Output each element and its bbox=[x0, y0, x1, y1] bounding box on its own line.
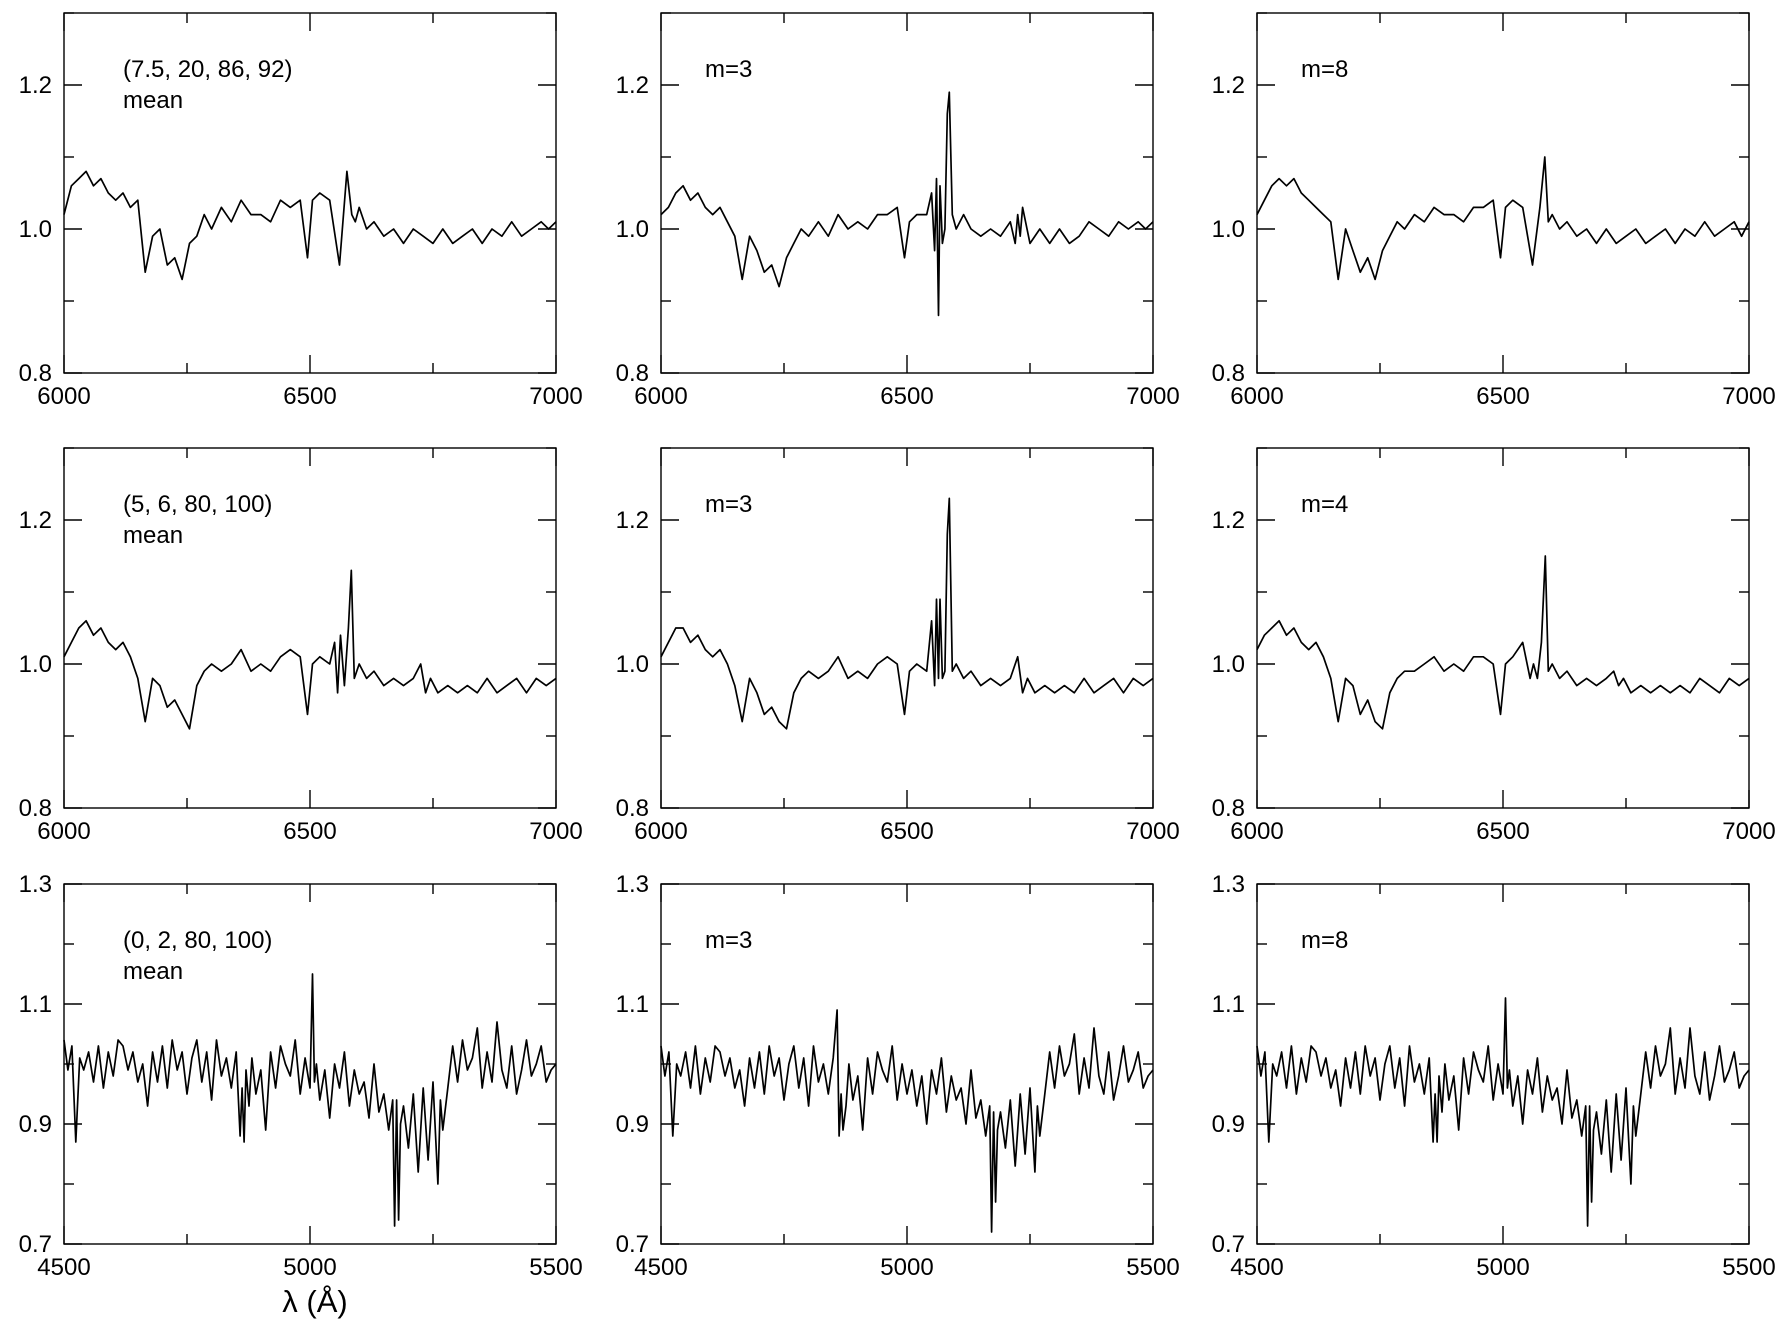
y-tick-label: 1.0 bbox=[19, 216, 52, 243]
y-tick-label: 1.1 bbox=[1212, 991, 1245, 1018]
y-tick-label: 0.9 bbox=[616, 1111, 649, 1138]
x-tick-label: 4500 bbox=[37, 1254, 90, 1281]
x-axis-label: λ (Å) bbox=[282, 1284, 347, 1319]
y-tick-label: 1.2 bbox=[19, 507, 52, 534]
panel-annotation: (0, 2, 80, 100) bbox=[123, 927, 272, 954]
spectrum-panel: 6000 6500 7000 0.8 1.0 1.2 (5, 6, 80, 100) mean bbox=[19, 447, 583, 845]
x-tick-label: 6000 bbox=[37, 818, 90, 845]
spectrum-line bbox=[1256, 555, 1750, 730]
x-tick-label: 6000 bbox=[634, 818, 687, 845]
x-tick-label: 7000 bbox=[1722, 818, 1775, 845]
y-tick-label: 1.0 bbox=[1212, 216, 1245, 243]
x-tick-label: 6500 bbox=[283, 383, 336, 410]
y-tick-label: 0.8 bbox=[616, 360, 649, 387]
y-tick-label: 1.1 bbox=[616, 991, 649, 1018]
spectrum-line bbox=[63, 973, 557, 1227]
x-tick-label: 6000 bbox=[1230, 818, 1283, 845]
y-tick-label: 1.0 bbox=[616, 651, 649, 678]
y-tick-label: 1.2 bbox=[616, 507, 649, 534]
spectrum-line bbox=[63, 569, 557, 730]
y-tick-label: 1.2 bbox=[1212, 507, 1245, 534]
y-tick-label: 0.9 bbox=[19, 1111, 52, 1138]
y-tick-label: 1.0 bbox=[616, 216, 649, 243]
spectrum-panel: 6000 6500 7000 0.8 1.0 1.2 (7.5, 20, 86, 92) me… bbox=[19, 12, 583, 410]
x-tick-label: 4500 bbox=[1230, 1254, 1283, 1281]
panel-annotation: (5, 6, 80, 100) bbox=[123, 491, 272, 518]
y-tick-label: 1.2 bbox=[616, 72, 649, 99]
y-tick-label: 0.7 bbox=[616, 1231, 649, 1258]
spectrum-panel: 4500 5000 5500 0.7 0.9 1.1 1.3 m=3 bbox=[616, 871, 1180, 1281]
spectrum-panel: 4500 5000 5500 0.7 0.9 1.1 1.3 m=8 bbox=[1212, 871, 1776, 1281]
x-tick-label: 6500 bbox=[880, 818, 933, 845]
spectrum-line bbox=[660, 497, 1154, 730]
y-tick-label: 1.0 bbox=[1212, 651, 1245, 678]
panel-annotation: mean bbox=[123, 522, 183, 549]
y-tick-label: 1.3 bbox=[1212, 871, 1245, 898]
y-tick-label: 0.7 bbox=[19, 1231, 52, 1258]
y-tick-label: 0.8 bbox=[19, 360, 52, 387]
x-tick-label: 6500 bbox=[880, 383, 933, 410]
y-tick-label: 1.2 bbox=[19, 72, 52, 99]
panel-annotation: m=3 bbox=[705, 927, 752, 954]
panel-annotation: mean bbox=[123, 958, 183, 985]
x-tick-label: 6000 bbox=[37, 383, 90, 410]
y-tick-label: 0.7 bbox=[1212, 1231, 1245, 1258]
x-tick-label: 5000 bbox=[1476, 1254, 1529, 1281]
y-tick-label: 1.1 bbox=[19, 991, 52, 1018]
x-tick-label: 5000 bbox=[880, 1254, 933, 1281]
x-tick-label: 7000 bbox=[1126, 818, 1179, 845]
y-tick-label: 1.3 bbox=[616, 871, 649, 898]
x-tick-label: 6500 bbox=[1476, 383, 1529, 410]
x-tick-label: 7000 bbox=[529, 383, 582, 410]
spectrum-panel: 4500 5000 5500 0.7 0.9 1.1 1.3 (0, 2, 80, 100) m… bbox=[19, 871, 583, 1281]
panel-annotation: m=3 bbox=[705, 491, 752, 518]
panel-annotation: m=8 bbox=[1301, 927, 1348, 954]
y-tick-label: 0.8 bbox=[1212, 795, 1245, 822]
x-tick-label: 5000 bbox=[283, 1254, 336, 1281]
panel-annotation: (7.5, 20, 86, 92) bbox=[123, 56, 292, 83]
x-tick-label: 5500 bbox=[529, 1254, 582, 1281]
panel-grid: 6000 6500 7000 0.8 1.0 1.2 (7.5, 20, 86, 92) me… bbox=[19, 12, 1776, 1281]
x-tick-label: 7000 bbox=[1722, 383, 1775, 410]
spectrum-line bbox=[1256, 997, 1750, 1227]
spectrum-line bbox=[63, 170, 557, 281]
panel-annotation: m=3 bbox=[705, 56, 752, 83]
x-tick-label: 5500 bbox=[1126, 1254, 1179, 1281]
x-tick-label: 6500 bbox=[1476, 818, 1529, 845]
y-tick-label: 0.8 bbox=[1212, 360, 1245, 387]
y-tick-label: 0.8 bbox=[616, 795, 649, 822]
x-tick-label: 7000 bbox=[529, 818, 582, 845]
y-tick-label: 1.0 bbox=[19, 651, 52, 678]
x-tick-label: 6500 bbox=[283, 818, 336, 845]
panel-annotation: m=4 bbox=[1301, 491, 1348, 518]
spectrum-panel: 6000 6500 7000 0.8 1.0 1.2 m=8 bbox=[1212, 12, 1776, 410]
x-tick-label: 6000 bbox=[1230, 383, 1283, 410]
y-tick-label: 1.3 bbox=[19, 871, 52, 898]
spectrum-panel: 6000 6500 7000 0.8 1.0 1.2 m=3 bbox=[616, 12, 1180, 410]
spectrum-line bbox=[660, 91, 1154, 317]
x-tick-label: 4500 bbox=[634, 1254, 687, 1281]
y-tick-label: 1.2 bbox=[1212, 72, 1245, 99]
spectrum-panel: 6000 6500 7000 0.8 1.0 1.2 m=3 bbox=[616, 447, 1180, 845]
y-tick-label: 0.9 bbox=[1212, 1111, 1245, 1138]
spectrum-panel: 6000 6500 7000 0.8 1.0 1.2 m=4 bbox=[1212, 447, 1776, 845]
x-tick-label: 6000 bbox=[634, 383, 687, 410]
panel-annotation: mean bbox=[123, 87, 183, 114]
x-tick-label: 5500 bbox=[1722, 1254, 1775, 1281]
y-tick-label: 0.8 bbox=[19, 795, 52, 822]
panel-annotation: m=8 bbox=[1301, 56, 1348, 83]
spectrum-line bbox=[660, 1009, 1154, 1233]
spectrum-line bbox=[1256, 156, 1750, 281]
x-tick-label: 7000 bbox=[1126, 383, 1179, 410]
